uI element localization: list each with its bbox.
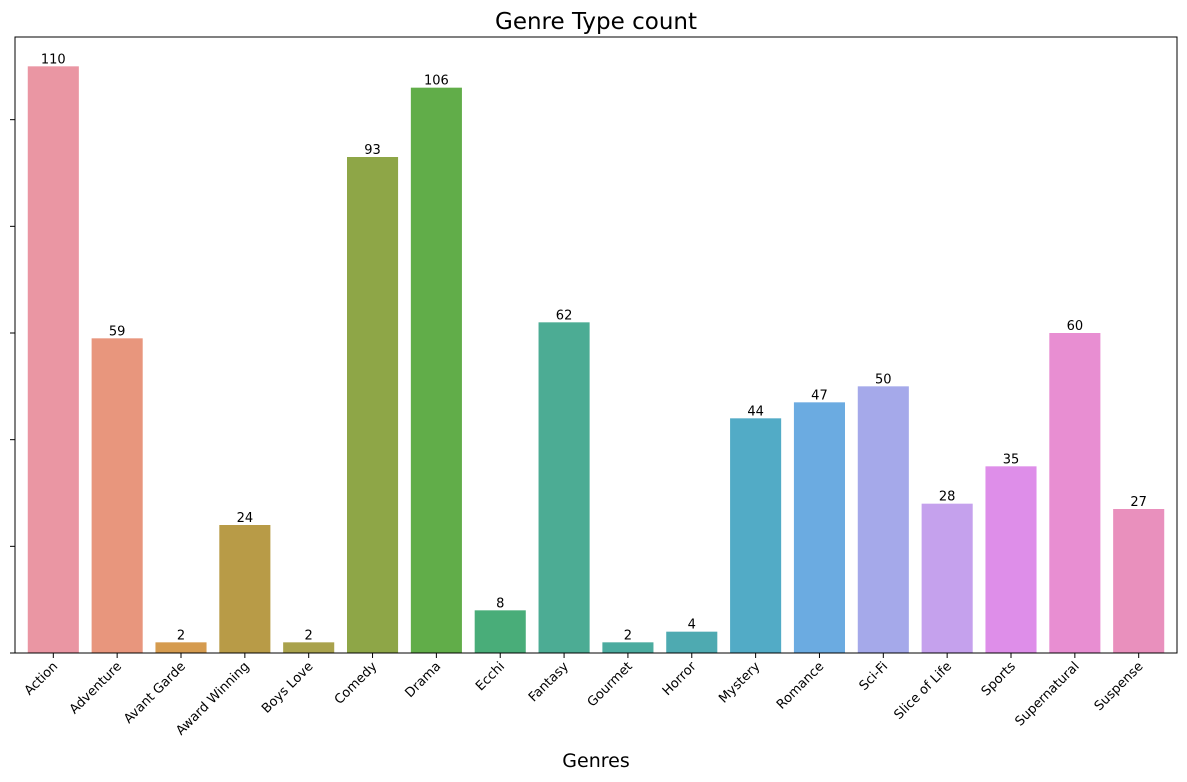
bar-suspense: [1113, 509, 1165, 653]
bar-comedy: [347, 157, 399, 653]
x-tick-label-fantasy: Fantasy: [526, 659, 572, 705]
bar-slice-of-life: [921, 503, 973, 653]
x-tick-label-sci-fi: Sci-Fi: [857, 659, 892, 694]
x-tick-label-suspense: Suspense: [1092, 659, 1147, 714]
data-label-horror: 4: [688, 618, 696, 633]
data-label-gourmet: 2: [624, 628, 632, 643]
data-label-boys-love: 2: [305, 628, 313, 643]
bar-horror: [666, 631, 718, 653]
data-label-romance: 47: [811, 388, 828, 403]
data-label-fantasy: 62: [556, 308, 573, 323]
x-tick-label-romance: Romance: [774, 659, 827, 712]
data-label-action: 110: [41, 52, 66, 67]
x-tick-label-avant-garde: Avant Garde: [121, 659, 189, 727]
bar-action: [27, 66, 79, 653]
y-ticks-group: [10, 119, 15, 654]
bar-fantasy: [538, 322, 590, 653]
x-tick-label-mystery: Mystery: [716, 659, 763, 706]
x-tick-label-ecchi: Ecchi: [473, 659, 508, 694]
bars-group: [27, 66, 1165, 654]
bar-sci-fi: [857, 386, 909, 653]
chart-title: Genre Type count: [495, 9, 697, 35]
bar-adventure: [91, 338, 143, 653]
data-label-slice-of-life: 28: [939, 490, 956, 505]
x-tick-label-supernatural: Supernatural: [1012, 659, 1082, 729]
bar-ecchi: [474, 610, 526, 653]
x-tick-label-drama: Drama: [403, 659, 445, 701]
bar-sports: [985, 466, 1037, 653]
bar-boys-love: [283, 642, 335, 653]
data-label-supernatural: 60: [1067, 319, 1084, 334]
data-label-sci-fi: 50: [875, 372, 892, 387]
data-label-suspense: 27: [1130, 495, 1147, 510]
data-label-avant-garde: 2: [177, 628, 185, 643]
bar-avant-garde: [155, 642, 207, 653]
x-axis-label: Genres: [562, 750, 629, 772]
bar-drama: [410, 87, 462, 654]
bar-supernatural: [1049, 333, 1101, 653]
bar-gourmet: [602, 642, 654, 653]
x-tick-label-adventure: Adventure: [67, 659, 125, 717]
bar-award-winning: [219, 525, 271, 653]
data-label-adventure: 59: [109, 324, 126, 339]
x-tick-label-sports: Sports: [979, 659, 1019, 699]
data-label-drama: 106: [424, 74, 449, 89]
data-label-sports: 35: [1003, 452, 1020, 467]
data-label-ecchi: 8: [496, 596, 504, 611]
x-tick-label-horror: Horror: [660, 659, 700, 699]
x-tick-label-boys-love: Boys Love: [259, 659, 316, 716]
x-tick-label-comedy: Comedy: [332, 659, 381, 708]
x-tick-label-gourmet: Gourmet: [585, 659, 636, 710]
plot-frame: [14, 36, 1178, 654]
data-label-mystery: 44: [747, 404, 764, 419]
x-tick-label-action: Action: [22, 659, 61, 698]
data-label-comedy: 93: [364, 143, 381, 158]
bar-mystery: [730, 418, 782, 653]
x-tick-label-slice-of-life: Slice of Life: [891, 659, 955, 723]
data-label-award-winning: 24: [237, 511, 254, 526]
bar-romance: [793, 402, 845, 653]
